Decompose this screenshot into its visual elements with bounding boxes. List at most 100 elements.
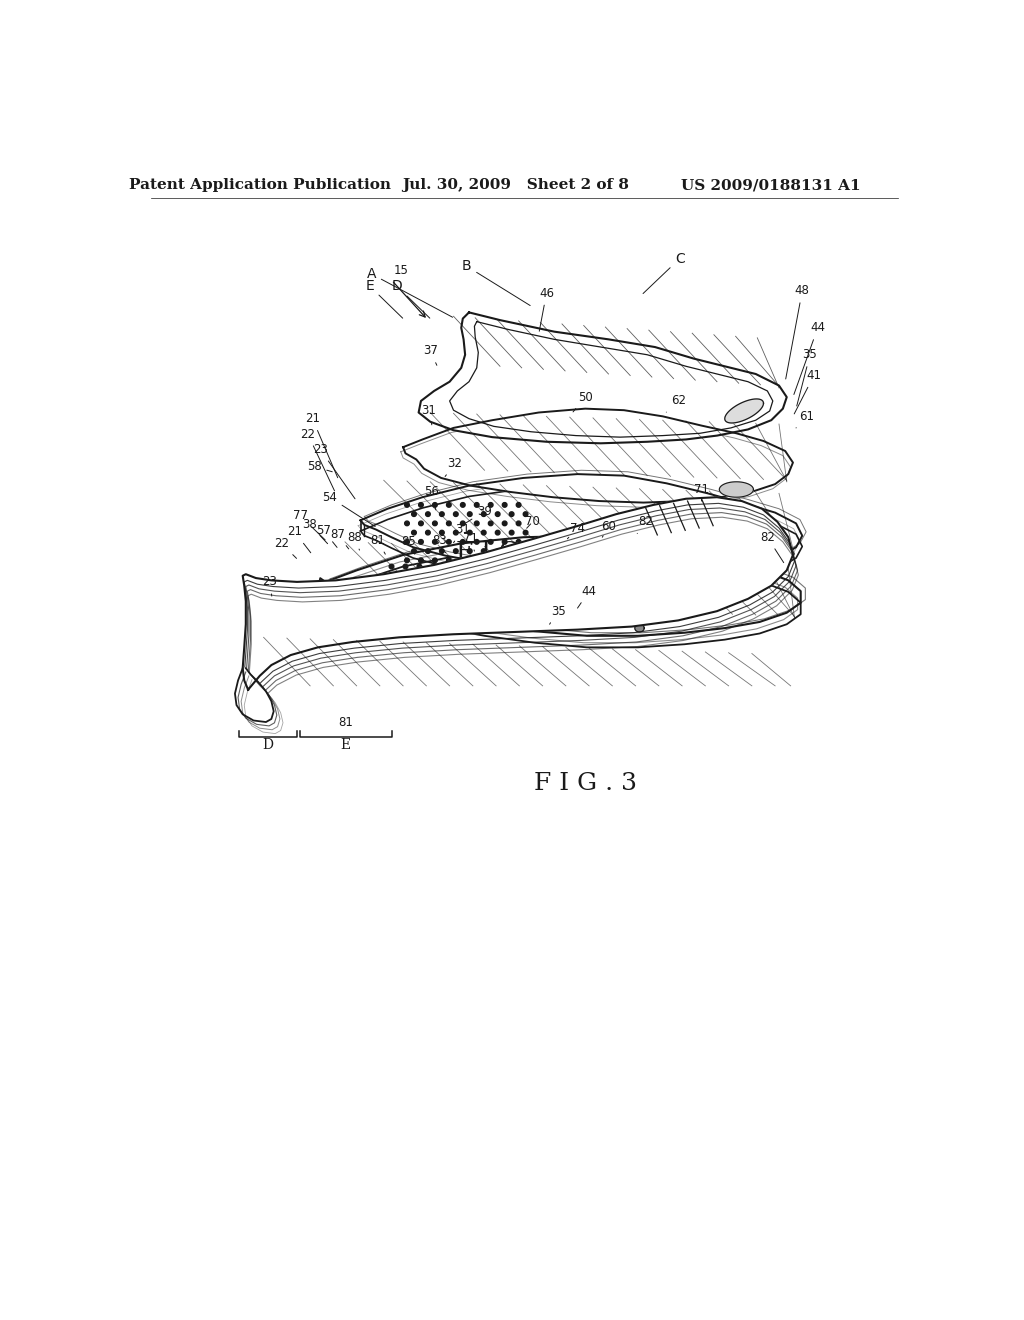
- Circle shape: [508, 610, 512, 615]
- Text: 71: 71: [463, 532, 478, 552]
- Text: 87: 87: [330, 528, 349, 549]
- Polygon shape: [403, 409, 793, 503]
- Circle shape: [419, 540, 423, 544]
- Circle shape: [396, 573, 400, 578]
- Circle shape: [509, 549, 514, 553]
- Circle shape: [389, 619, 394, 624]
- Circle shape: [403, 564, 408, 569]
- Circle shape: [438, 573, 442, 578]
- Circle shape: [486, 619, 492, 624]
- Circle shape: [473, 564, 477, 569]
- Circle shape: [431, 582, 435, 587]
- Text: 37: 37: [423, 345, 437, 366]
- Polygon shape: [419, 313, 786, 444]
- Text: 77: 77: [293, 510, 326, 540]
- Circle shape: [461, 521, 465, 525]
- Text: 85: 85: [401, 536, 416, 554]
- Circle shape: [454, 512, 458, 516]
- Text: 21: 21: [305, 412, 338, 478]
- Circle shape: [516, 521, 521, 525]
- Text: 57: 57: [315, 524, 337, 548]
- Text: 83: 83: [432, 533, 446, 553]
- Text: 74: 74: [567, 521, 585, 539]
- Circle shape: [410, 591, 415, 597]
- Polygon shape: [720, 482, 754, 498]
- Text: 35: 35: [550, 605, 565, 624]
- Circle shape: [488, 540, 493, 544]
- Text: 71: 71: [694, 483, 709, 502]
- Circle shape: [432, 503, 437, 507]
- Text: 23: 23: [312, 444, 355, 499]
- Circle shape: [467, 531, 472, 535]
- Circle shape: [439, 549, 444, 553]
- Circle shape: [501, 582, 506, 587]
- Circle shape: [439, 531, 444, 535]
- Circle shape: [403, 619, 408, 624]
- Circle shape: [412, 512, 417, 516]
- Circle shape: [501, 601, 506, 606]
- Circle shape: [459, 582, 464, 587]
- Circle shape: [508, 591, 512, 597]
- Circle shape: [496, 549, 500, 553]
- Circle shape: [516, 558, 521, 562]
- Circle shape: [431, 564, 435, 569]
- Circle shape: [480, 573, 484, 578]
- Circle shape: [438, 610, 442, 615]
- Circle shape: [474, 521, 479, 525]
- Circle shape: [424, 591, 429, 597]
- Circle shape: [438, 591, 442, 597]
- Circle shape: [389, 601, 394, 606]
- Text: 54: 54: [323, 491, 375, 527]
- Circle shape: [445, 601, 450, 606]
- Circle shape: [445, 582, 450, 587]
- Circle shape: [412, 531, 417, 535]
- Polygon shape: [725, 399, 764, 422]
- Circle shape: [446, 540, 452, 544]
- Circle shape: [481, 512, 486, 516]
- Circle shape: [410, 573, 415, 578]
- Circle shape: [396, 610, 400, 615]
- Circle shape: [481, 531, 486, 535]
- Text: 35: 35: [797, 348, 817, 407]
- Text: 31: 31: [421, 404, 436, 425]
- Circle shape: [403, 582, 408, 587]
- Text: 41: 41: [795, 370, 821, 414]
- Polygon shape: [635, 624, 644, 632]
- Circle shape: [404, 503, 410, 507]
- Text: 22: 22: [274, 537, 297, 558]
- Circle shape: [461, 503, 465, 507]
- Circle shape: [486, 601, 492, 606]
- Circle shape: [503, 558, 507, 562]
- Text: 82: 82: [760, 531, 783, 562]
- Text: 60: 60: [601, 520, 616, 537]
- Circle shape: [496, 512, 500, 516]
- Circle shape: [496, 531, 500, 535]
- Circle shape: [403, 601, 408, 606]
- Text: 62: 62: [667, 395, 686, 412]
- Circle shape: [473, 582, 477, 587]
- Text: Patent Application Publication: Patent Application Publication: [129, 178, 391, 193]
- Circle shape: [503, 540, 507, 544]
- Circle shape: [417, 582, 422, 587]
- Circle shape: [523, 531, 528, 535]
- Circle shape: [501, 619, 506, 624]
- Circle shape: [466, 610, 471, 615]
- Circle shape: [412, 549, 417, 553]
- Text: 61: 61: [796, 409, 814, 428]
- Circle shape: [424, 610, 429, 615]
- Polygon shape: [234, 668, 273, 722]
- Circle shape: [466, 591, 471, 597]
- Text: 81: 81: [370, 533, 385, 554]
- Text: 56: 56: [424, 484, 439, 510]
- Circle shape: [432, 540, 437, 544]
- Circle shape: [501, 564, 506, 569]
- Circle shape: [419, 558, 423, 562]
- Circle shape: [417, 619, 422, 624]
- Polygon shape: [360, 474, 802, 576]
- Circle shape: [432, 521, 437, 525]
- Circle shape: [459, 601, 464, 606]
- Circle shape: [481, 549, 486, 553]
- Circle shape: [473, 619, 477, 624]
- Circle shape: [486, 582, 492, 587]
- Circle shape: [508, 573, 512, 578]
